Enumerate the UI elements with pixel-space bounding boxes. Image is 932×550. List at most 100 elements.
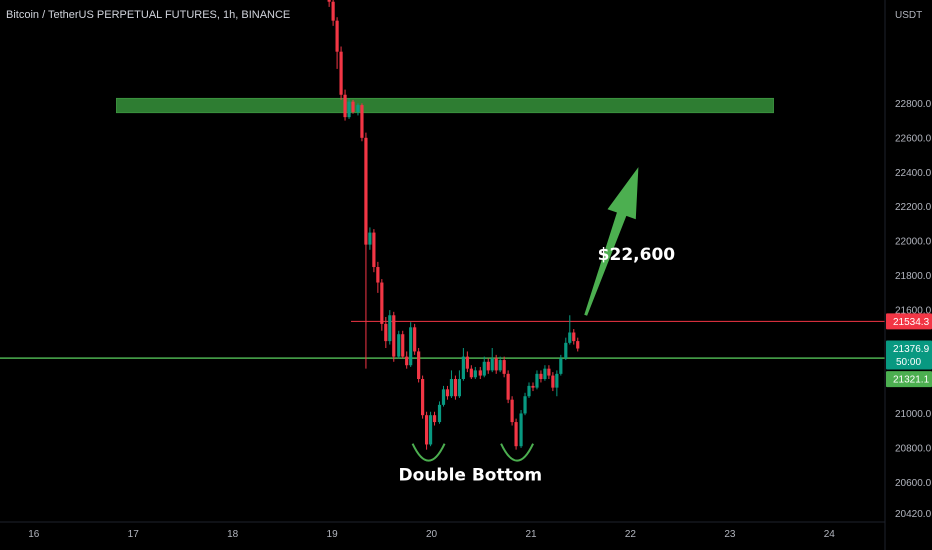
candle bbox=[490, 348, 494, 373]
x-tick-label: 17 bbox=[128, 529, 140, 540]
candle bbox=[360, 103, 364, 142]
candle-body bbox=[527, 385, 531, 397]
candle-body bbox=[417, 351, 421, 380]
double-bottom-annotation: Double Bottom bbox=[399, 466, 543, 486]
candle bbox=[368, 227, 372, 250]
candle bbox=[457, 370, 462, 398]
double-bottom-arc bbox=[500, 443, 534, 462]
candle bbox=[339, 46, 343, 100]
candle bbox=[564, 337, 568, 361]
candle bbox=[572, 329, 576, 345]
candle bbox=[445, 385, 450, 400]
candle-body bbox=[502, 360, 506, 374]
candle-body bbox=[568, 332, 572, 343]
candle bbox=[543, 365, 547, 381]
candle bbox=[519, 410, 523, 448]
candle bbox=[547, 365, 551, 380]
support-price-badge: 21321.1 bbox=[886, 371, 932, 388]
candle bbox=[424, 411, 429, 450]
x-tick-label: 20 bbox=[426, 529, 438, 540]
target-price-annotation: $22,600 bbox=[598, 245, 676, 265]
candle-body bbox=[490, 358, 494, 371]
candle bbox=[535, 370, 539, 390]
candle-body bbox=[376, 267, 380, 283]
candle bbox=[405, 351, 409, 369]
candle bbox=[498, 356, 502, 373]
y-tick-label: 22800.0 bbox=[895, 99, 932, 110]
candle-body bbox=[482, 361, 486, 376]
candle-body bbox=[494, 358, 498, 371]
candle-body bbox=[559, 358, 563, 374]
y-tick-label: 21600.0 bbox=[895, 306, 932, 317]
candle-body bbox=[432, 415, 437, 423]
candle-body bbox=[405, 356, 409, 366]
candle bbox=[437, 401, 442, 424]
candle-body bbox=[413, 327, 417, 352]
candle bbox=[453, 375, 458, 400]
candle-body bbox=[539, 373, 543, 380]
candle bbox=[523, 392, 527, 416]
candle-body bbox=[388, 315, 392, 342]
y-tick-label: 22200.0 bbox=[895, 202, 932, 213]
candle bbox=[502, 356, 506, 378]
candle bbox=[356, 103, 360, 116]
candle-body bbox=[437, 404, 442, 423]
candle-body bbox=[409, 327, 413, 366]
candle-body bbox=[473, 370, 477, 378]
up-arrow-icon bbox=[584, 167, 639, 316]
y-tick-label: 20600.0 bbox=[895, 478, 932, 489]
candle-body bbox=[421, 379, 425, 416]
candle bbox=[539, 370, 543, 383]
candle bbox=[413, 323, 417, 355]
candle bbox=[559, 354, 563, 376]
chart-title: Bitcoin / TetherUS PERPETUAL FUTURES, 1h… bbox=[6, 9, 291, 21]
candle-body bbox=[461, 356, 465, 380]
candle bbox=[568, 315, 572, 345]
candle-body bbox=[343, 94, 347, 118]
candle bbox=[576, 337, 580, 352]
candle-body bbox=[576, 341, 580, 349]
candle-body bbox=[368, 232, 372, 245]
candle bbox=[531, 382, 535, 392]
candle-body bbox=[401, 334, 405, 357]
x-tick-label: 16 bbox=[28, 529, 40, 540]
x-tick-label: 23 bbox=[724, 529, 736, 540]
candle-body bbox=[351, 101, 355, 112]
y-tick-label: 21000.0 bbox=[895, 409, 932, 420]
candle-body bbox=[498, 360, 502, 371]
resistance-price-badge: 21534.3 bbox=[886, 313, 932, 330]
candle bbox=[351, 99, 355, 114]
x-tick-label: 18 bbox=[227, 529, 239, 540]
candle bbox=[335, 17, 339, 69]
candle bbox=[376, 261, 380, 293]
y-tick-label: 21800.0 bbox=[895, 271, 932, 282]
candle bbox=[473, 366, 477, 380]
candle bbox=[347, 98, 351, 119]
candle-body bbox=[372, 232, 376, 268]
candle bbox=[494, 354, 498, 374]
candle-body bbox=[514, 422, 518, 447]
candle-body bbox=[331, 1, 335, 21]
resistance-zone[interactable] bbox=[116, 97, 774, 114]
x-tick-label: 24 bbox=[824, 529, 836, 540]
candle bbox=[432, 411, 437, 426]
support-price-text: 21321.1 bbox=[893, 375, 930, 386]
candle bbox=[372, 229, 376, 273]
candle bbox=[449, 370, 454, 398]
x-tick-label: 22 bbox=[625, 529, 637, 540]
candle bbox=[527, 382, 531, 398]
candle-body bbox=[531, 385, 535, 388]
candle-body bbox=[360, 105, 364, 138]
support-price-badge-bg bbox=[886, 371, 932, 388]
candle bbox=[478, 366, 482, 380]
candle-body bbox=[486, 361, 490, 371]
candle-body bbox=[424, 415, 429, 445]
candle bbox=[506, 370, 510, 404]
candle bbox=[428, 411, 433, 447]
candle bbox=[409, 322, 413, 367]
candle-body bbox=[523, 396, 527, 414]
candle-body bbox=[335, 20, 339, 52]
last-price-text: 21376.9 bbox=[893, 344, 930, 355]
candle-body bbox=[519, 413, 523, 447]
